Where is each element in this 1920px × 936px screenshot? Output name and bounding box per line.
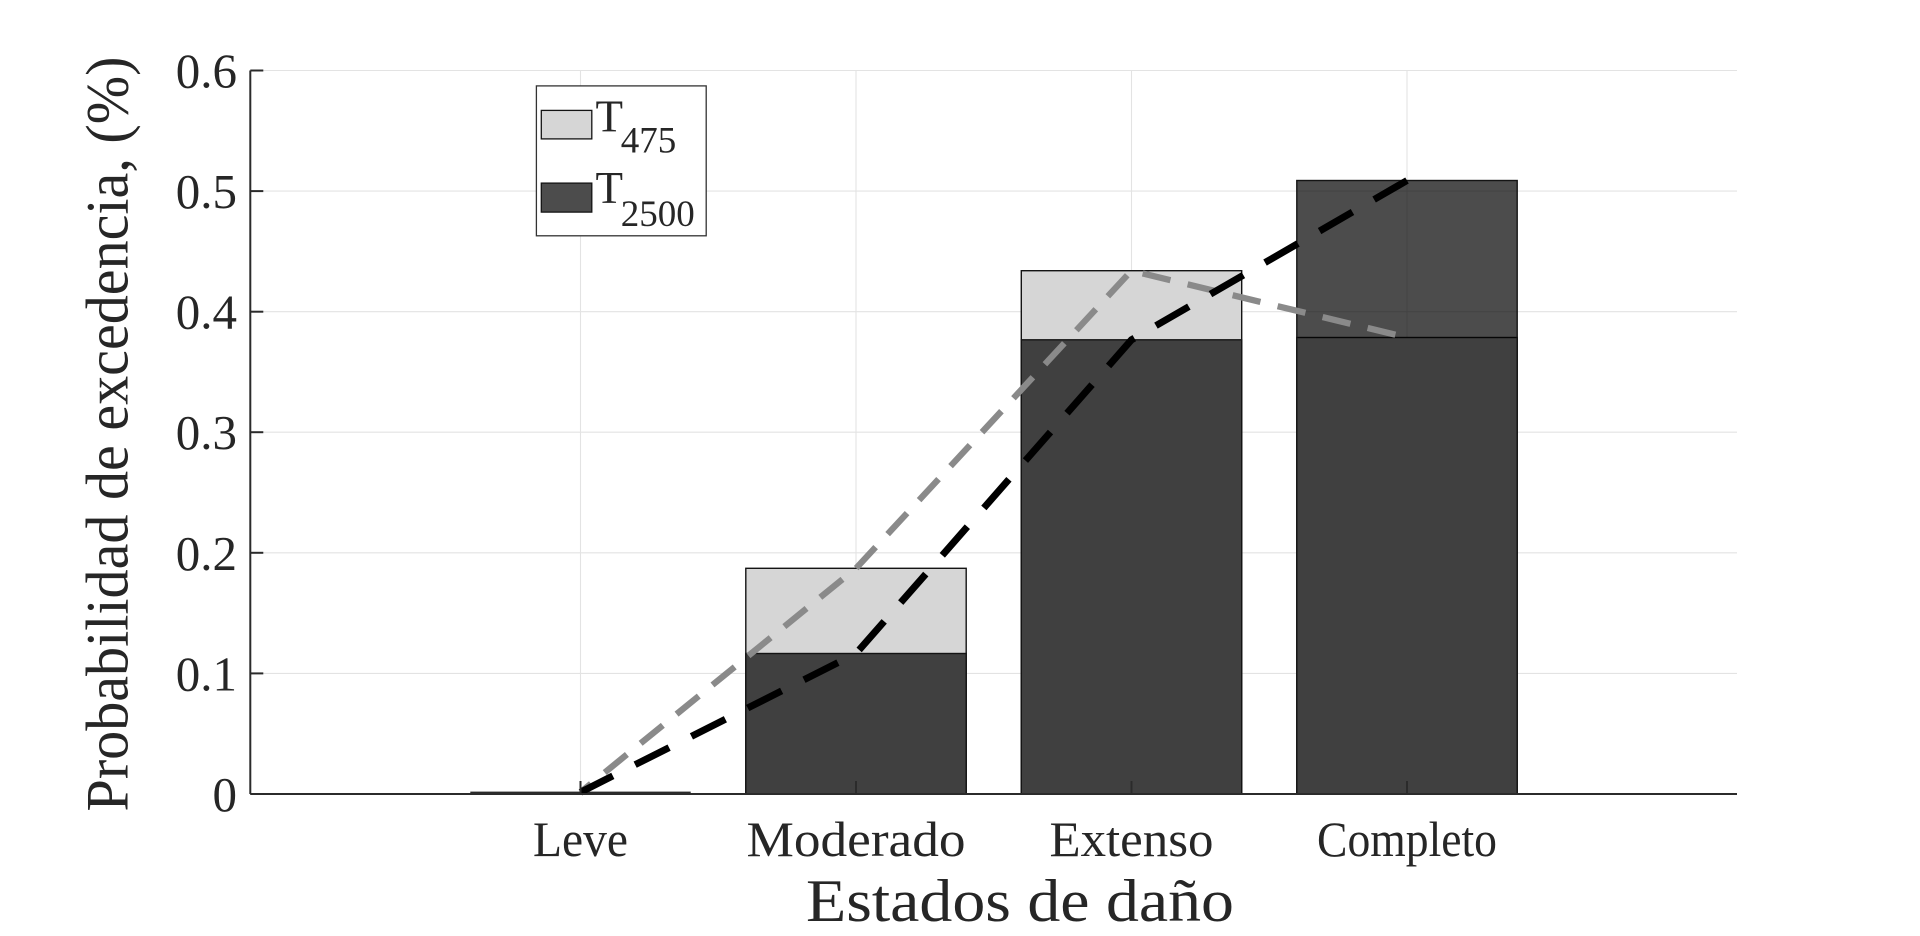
- svg-text:Extenso: Extenso: [1050, 811, 1214, 867]
- svg-text:0.3: 0.3: [176, 405, 237, 460]
- svg-text:0.4: 0.4: [176, 285, 237, 340]
- svg-text:Leve: Leve: [533, 811, 628, 867]
- svg-text:0.1: 0.1: [176, 646, 237, 701]
- svg-text:475: 475: [621, 120, 677, 161]
- svg-text:2500: 2500: [621, 194, 695, 235]
- svg-text:T: T: [596, 91, 624, 141]
- svg-text:Estados de daño: Estados de daño: [806, 868, 1234, 934]
- svg-text:Completo: Completo: [1317, 811, 1497, 867]
- svg-text:T: T: [596, 163, 624, 213]
- svg-text:0.6: 0.6: [176, 44, 237, 99]
- svg-text:0.5: 0.5: [176, 164, 237, 219]
- svg-text:0.2: 0.2: [176, 526, 237, 581]
- svg-text:Probabilidad de excedencia, (%: Probabilidad de excedencia, (%): [75, 57, 141, 812]
- svg-text:0: 0: [213, 767, 238, 822]
- svg-text:Moderado: Moderado: [747, 811, 966, 867]
